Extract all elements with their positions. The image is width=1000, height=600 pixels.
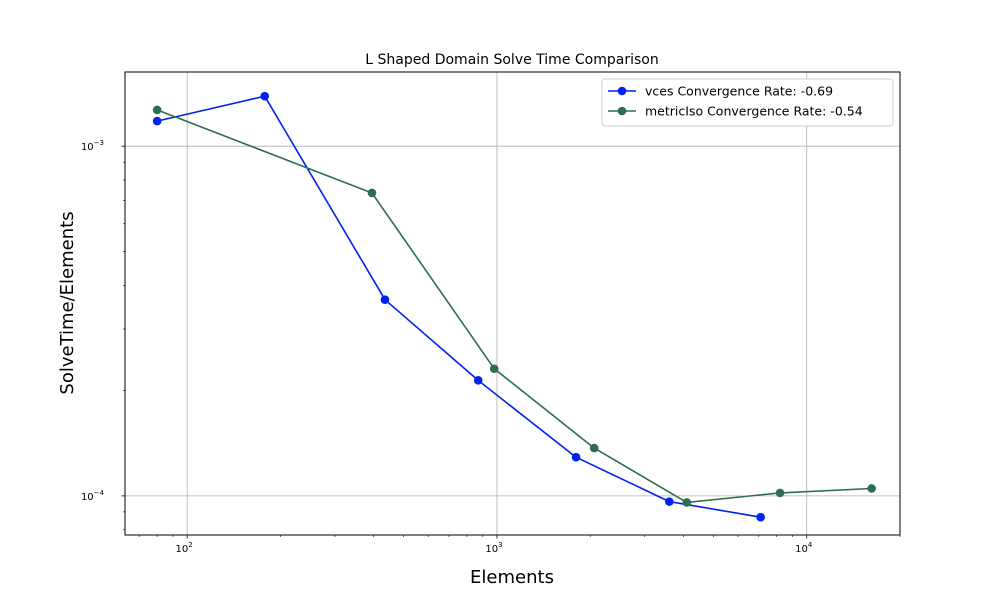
legend-item: metricIso Convergence Rate: -0.54 <box>608 104 863 119</box>
series-layer <box>152 91 876 522</box>
plot-frame <box>124 71 901 536</box>
legend: vces Convergence Rate: -0.69 metricIso Co… <box>601 78 894 127</box>
legend-swatch-marker <box>617 106 627 116</box>
x-tick-exponent: 2 <box>188 541 192 549</box>
data-point <box>473 376 483 385</box>
y-tick-exponent: −3 <box>94 139 104 147</box>
x-axis-title: Elements <box>470 567 554 588</box>
grid-layer <box>125 72 900 535</box>
legend-item: vces Convergence Rate: -0.69 <box>608 84 833 99</box>
data-point <box>152 116 162 126</box>
x-tick-exponent: 4 <box>808 541 813 549</box>
data-point <box>589 443 599 453</box>
data-point <box>380 295 390 304</box>
data-point <box>775 488 785 498</box>
data-point <box>489 364 499 374</box>
legend-box <box>601 78 894 127</box>
data-point <box>152 105 162 115</box>
series-1 <box>152 105 876 507</box>
data-point <box>260 91 270 101</box>
legend-swatch-marker <box>617 86 627 96</box>
data-point <box>367 188 377 198</box>
legend-label: metricIso Convergence Rate: -0.54 <box>645 104 863 119</box>
data-point <box>756 512 765 522</box>
chart-title: L Shaped Domain Solve Time Comparison <box>365 52 658 68</box>
y-tick-exponent: −4 <box>94 489 105 497</box>
legend-label: vces Convergence Rate: -0.69 <box>645 84 833 99</box>
y-axis-title: SolveTime/Elements <box>57 211 78 394</box>
data-point <box>664 497 674 506</box>
series-0 <box>152 91 765 522</box>
data-point <box>682 498 692 507</box>
data-point <box>571 452 581 462</box>
x-tick-exponent: 3 <box>498 541 502 549</box>
data-point <box>867 484 876 493</box>
